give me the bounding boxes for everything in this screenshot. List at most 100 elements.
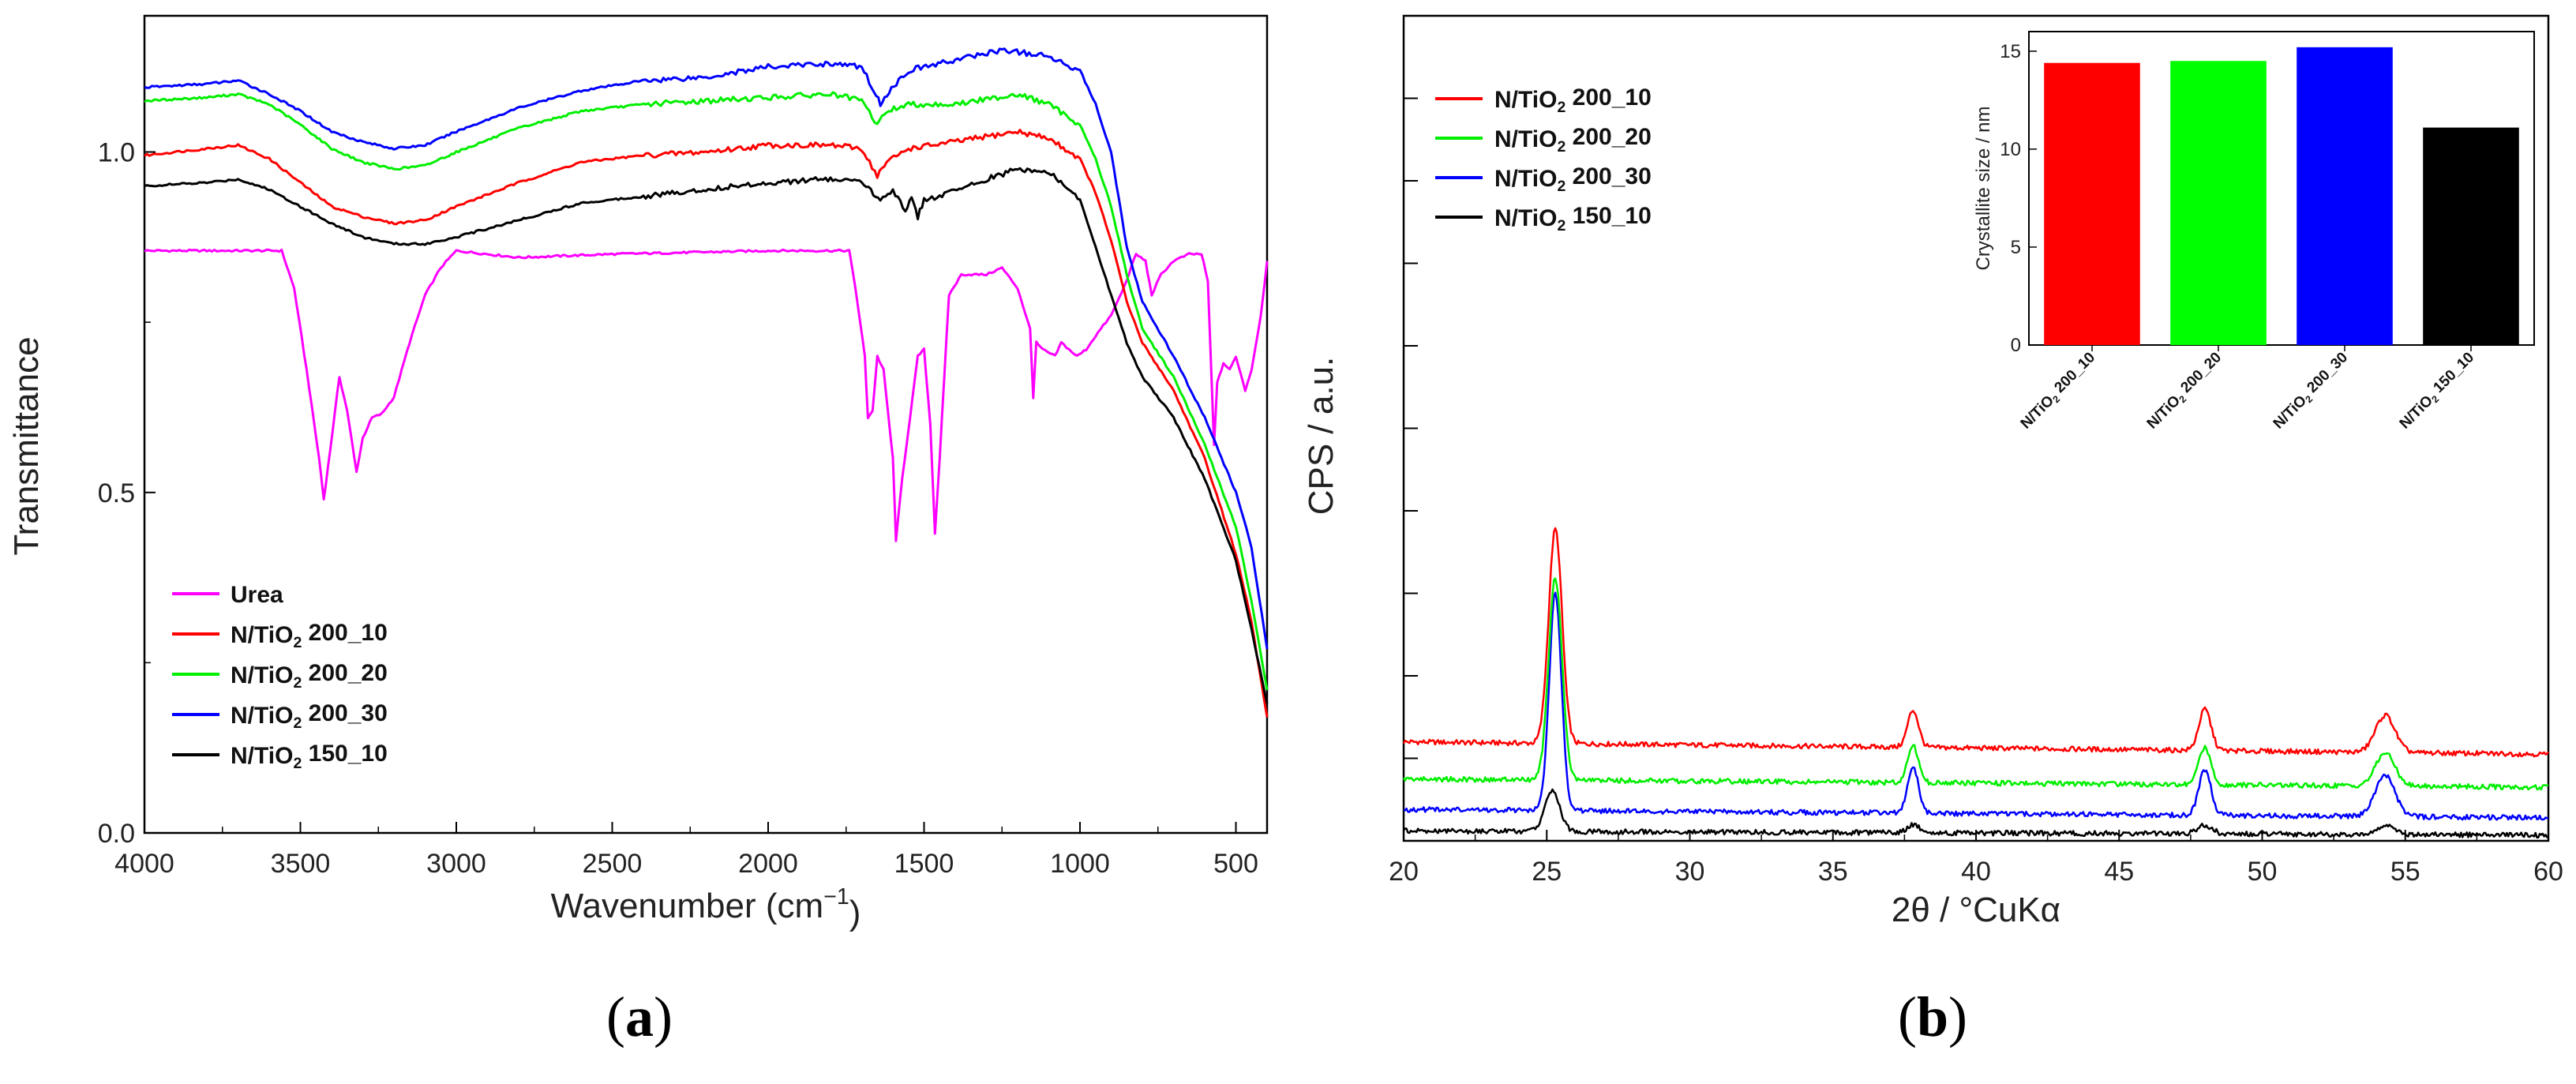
ftir-series-line [144,167,1269,704]
ftir-x-tick-label: 500 [1213,849,1258,879]
ftir-legend-label: N/TiO2 200_30 [231,700,388,732]
xrd-x-tick-label: 30 [1675,857,1705,887]
ftir-x-axis-label: Wavenumber (cm−1) [551,884,861,932]
panel-b-letter: b [1917,985,1948,1048]
xrd-ticks-group: 20 25 30 35 40 45 50 55 60 [1389,15,2563,887]
ftir-ticks-group: 4000 3500 3000 2500 2000 1500 1000 500 0.0 0.5 1.0 [98,138,1258,880]
ftir-series-line [144,91,1269,691]
xrd-legend-label-subscript: 2 [1557,178,1565,195]
inset-category-label-suffix: 150_10 [2428,349,2477,399]
ftir-x-label-main: Wavenumber (cm [551,887,824,925]
inset-y-tick-label: 5 [2011,237,2021,258]
xrd-chart: 20 25 30 35 40 45 50 55 60 CPS / a.u. 2θ / °CuKα… [1302,14,2563,1048]
xrd-legend-label: N/TiO2 200_20 [1494,124,1652,156]
ftir-series-line [144,47,1269,650]
xrd-legend-label: N/TiO2 200_30 [1494,163,1652,195]
ftir-chart: 4000 3500 3000 2500 2000 1500 1000 500 0.0 0.5 1.0… [7,14,1269,1048]
ftir-x-label-sup: −1 [823,884,849,910]
ftir-series-group [144,47,1269,718]
inset-y-tick-label: 15 [2000,41,2021,62]
ftir-x-tick-label: 4000 [114,849,174,879]
ftir-y-tick-label: 0.5 [98,478,135,508]
xrd-legend-label-suffix: 200_10 [1565,84,1651,111]
inset-y-axis-label: Crystallite size / nm [1973,106,1994,270]
xrd-legend-label-base: N/TiO [1494,87,1557,113]
inset-y-tick-label: 0 [2011,335,2021,356]
inset-category-label-suffix: 200_20 [2175,349,2225,399]
xrd-x-tick-label: 55 [2390,857,2420,887]
inset-bar [2297,47,2393,345]
xrd-legend-label-base: N/TiO [1494,205,1557,231]
ftir-x-tick-label: 2500 [583,849,643,879]
panel-a-letter: a [625,985,654,1048]
ftir-legend-label-base: N/TiO [231,703,293,729]
ftir-series-line [144,129,1269,718]
xrd-legend-label: N/TiO2 150_10 [1494,203,1652,234]
xrd-legend-label-base: N/TiO [1494,126,1557,152]
xrd-x-tick-label: 45 [2104,857,2134,887]
xrd-x-tick-label: 50 [2248,857,2278,887]
ftir-x-label-end: ) [849,894,861,932]
xrd-legend-label-suffix: 200_20 [1565,124,1651,150]
ftir-legend-label-base: N/TiO [231,662,293,688]
inset-bar [2170,61,2267,345]
xrd-legend-label-subscript: 2 [1557,217,1565,234]
ftir-legend-label-suffix: 200_10 [302,620,387,646]
xrd-x-tick-label: 25 [1532,857,1562,887]
ftir-legend-label-subscript: 2 [293,634,302,651]
xrd-series-group [1402,527,2549,838]
inset-category-label: N/TiO2 150_10 [2395,349,2479,433]
ftir-legend-label-suffix: 200_20 [302,660,387,686]
inset-category-label-suffix: 200_10 [2049,349,2098,399]
xrd-x-tick-label: 35 [1818,857,1848,887]
ftir-legend-label: N/TiO2 200_20 [231,660,388,692]
xrd-legend: N/TiO2 200_10N/TiO2 200_20N/TiO2 200_30N… [1435,84,1652,234]
ftir-legend-label-subscript: 2 [293,715,302,732]
ftir-x-tick-label: 3000 [426,849,486,879]
xrd-x-axis-label: 2θ / °CuKα [1892,891,2060,929]
ftir-legend-label-base: Urea [231,582,283,608]
panel-label-a: (a) [606,985,673,1048]
ftir-y-axis-label: Transmittance [7,336,46,555]
xrd-legend-label-subscript: 2 [1557,138,1565,156]
ftir-x-tick-label: 3500 [271,849,331,879]
xrd-series-line [1402,577,2549,791]
ftir-x-tick-label: 2000 [738,849,798,879]
xrd-x-tick-label: 20 [1389,857,1419,887]
inset-category-label: N/TiO2 200_30 [2269,349,2353,433]
xrd-series-line [1403,591,2549,821]
ftir-legend-label-subscript: 2 [293,755,302,772]
ftir-legend-label-base: N/TiO [231,622,293,648]
inset-category-label: N/TiO2 200_20 [2143,349,2226,433]
ftir-y-tick-label: 0.0 [98,819,135,849]
xrd-x-tick-label: 40 [1961,857,1991,887]
ftir-y-tick-label: 1.0 [98,138,135,168]
ftir-x-tick-label: 1000 [1050,849,1110,879]
ftir-x-tick-label: 1500 [894,849,954,879]
ftir-series-line [144,248,1269,542]
ftir-legend-label: N/TiO2 150_10 [231,741,388,772]
inset-category-label-suffix: 200_30 [2301,349,2351,399]
xrd-legend-label-suffix: 150_10 [1565,203,1651,229]
inset-category-label: N/TiO2 200_10 [2016,349,2100,433]
panel-label-b: (b) [1898,985,1967,1048]
ftir-legend-label-suffix: 200_30 [302,700,387,726]
ftir-legend-label: Urea [231,582,283,608]
ftir-legend-label-base: N/TiO [231,743,293,769]
xrd-series-line [1402,527,2549,758]
inset-bar [2423,127,2519,346]
xrd-legend-label-base: N/TiO [1494,166,1557,192]
ftir-legend-label-suffix: 150_10 [302,741,387,767]
xrd-legend-label-subscript: 2 [1557,99,1565,116]
ftir-legend-label-subscript: 2 [293,674,302,692]
xrd-legend-label-suffix: 200_30 [1565,163,1651,189]
xrd-y-axis-label: CPS / a.u. [1302,357,1340,516]
xrd-x-tick-label: 60 [2533,857,2563,887]
ftir-plot-frame [143,14,1269,835]
inset-y-tick-label: 10 [2000,139,2021,160]
crystallite-size-inset: 0 5 10 15 Crystallite size / nm N/TiO2 200_10… [1973,31,2535,433]
inset-bar [2044,62,2140,345]
ftir-legend-label: N/TiO2 200_10 [231,620,388,651]
